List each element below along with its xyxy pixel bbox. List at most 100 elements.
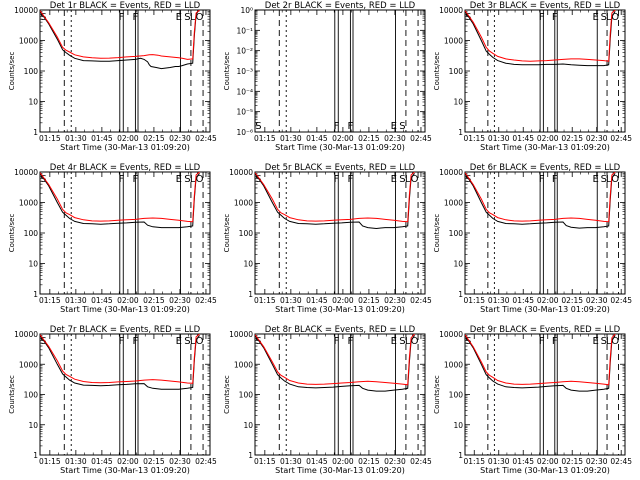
annotation-label: S xyxy=(601,12,607,23)
y-axis-label: Counts/sec xyxy=(223,214,231,253)
y-tick-label: 100 xyxy=(24,229,39,238)
y-tick-label: 100 xyxy=(449,229,464,238)
y-tick-label: 10 xyxy=(28,98,38,107)
lld-series-line xyxy=(40,172,200,223)
y-tick-label: 1 xyxy=(458,128,463,137)
lld-series-line xyxy=(255,172,415,223)
x-tick-label: 02:45 xyxy=(195,457,217,466)
y-tick-label: 10⁻⁶ xyxy=(236,128,253,137)
annotation-label: F xyxy=(133,336,139,347)
plot-frame xyxy=(464,9,626,133)
x-tick-label: 01:45 xyxy=(306,134,328,143)
annotation-label: O xyxy=(411,336,419,347)
x-tick-label: 01:45 xyxy=(512,296,534,305)
annotation-label: L xyxy=(405,174,411,185)
annotation-label: S xyxy=(465,174,471,185)
annotation-label: S xyxy=(184,174,190,185)
annotation-label: L xyxy=(190,174,196,185)
x-tick-label: 02:30 xyxy=(169,457,191,466)
annotation-label: L xyxy=(606,12,612,23)
plot-frame xyxy=(254,9,426,133)
x-tick-label: 01:30 xyxy=(280,296,302,305)
x-tick-label: 01:45 xyxy=(512,457,534,466)
x-tick-label: 02:15 xyxy=(358,457,380,466)
x-tick-label: 01:45 xyxy=(91,134,113,143)
y-axis-label: Counts/sec xyxy=(8,375,16,414)
x-tick-label: 01:45 xyxy=(91,457,113,466)
y-tick-label: 1 xyxy=(458,290,463,299)
y-tick-label: 10000 xyxy=(229,330,253,339)
y-tick-label: 1000 xyxy=(234,360,253,369)
x-axis-label: Start Time (30-Mar-13 01:09:20) xyxy=(275,466,405,475)
annotation-label: O xyxy=(611,174,619,185)
annotation-label: F xyxy=(348,336,354,347)
annotation-label: F xyxy=(119,336,125,347)
plot-frame xyxy=(254,333,426,456)
plot-area xyxy=(40,10,200,70)
x-tick-label: 02:15 xyxy=(143,296,165,305)
y-tick-label: 10 xyxy=(243,421,253,430)
annotation-label: F xyxy=(539,174,545,185)
annotation-label: F xyxy=(552,174,558,185)
annotation-label: S xyxy=(601,336,607,347)
annotation-label: E xyxy=(592,174,598,185)
x-tick-label: 01:30 xyxy=(488,296,510,305)
annotation-label: F xyxy=(334,174,340,185)
x-tick-label: 01:30 xyxy=(488,134,510,143)
plot-area xyxy=(465,172,616,229)
y-axis-label: Counts/sec xyxy=(223,375,231,414)
annotation-label: F xyxy=(539,336,545,347)
annotation-label: F xyxy=(552,336,558,347)
x-tick-label: 01:15 xyxy=(254,134,276,143)
y-tick-label: 10⁻⁴ xyxy=(236,87,253,96)
y-tick-label: 1 xyxy=(33,290,38,299)
x-tick-label: 01:15 xyxy=(39,457,61,466)
annotation-label: F xyxy=(539,12,545,23)
annotation-label: O xyxy=(411,174,419,185)
x-tick-label: 02:00 xyxy=(332,457,354,466)
x-tick-label: 02:30 xyxy=(169,296,191,305)
x-axis-label: Start Time (30-Mar-13 01:09:20) xyxy=(480,305,610,314)
y-tick-label: 1000 xyxy=(444,199,463,208)
y-tick-label: 10 xyxy=(243,260,253,269)
events-series-line xyxy=(40,335,200,390)
y-tick-label: 10 xyxy=(453,421,463,430)
detector-panel-7: Det 7r BLACK = Events, RED = LLD 1 10 100 10… xyxy=(8,325,217,475)
annotation-label: L xyxy=(405,336,411,347)
detector-panel-6: Det 6r BLACK = Events, RED = LLD 1 10 100 10… xyxy=(433,163,632,314)
y-tick-label: 100 xyxy=(239,229,254,238)
y-tick-label: 10⁻² xyxy=(236,47,253,56)
x-tick-label: 02:00 xyxy=(537,457,559,466)
y-tick-label: 100 xyxy=(24,391,39,400)
events-series-line xyxy=(40,10,200,70)
lld-series-line xyxy=(465,172,616,223)
y-tick-label: 1000 xyxy=(19,360,38,369)
annotation-label: F xyxy=(334,336,340,347)
x-tick-label: 02:45 xyxy=(410,296,432,305)
y-tick-label: 1 xyxy=(248,290,253,299)
x-tick-label: 01:30 xyxy=(280,134,302,143)
x-tick-label: 02:30 xyxy=(586,457,608,466)
x-axis-label: Start Time (30-Mar-13 01:09:20) xyxy=(480,466,610,475)
y-tick-label: 10 xyxy=(28,260,38,269)
y-axis-label: Counts/sec xyxy=(223,52,231,91)
x-tick-label: 01:45 xyxy=(306,296,328,305)
plot-area xyxy=(40,334,200,390)
y-tick-label: 1 xyxy=(33,451,38,460)
x-tick-label: 01:15 xyxy=(463,457,485,466)
annotation-label: S xyxy=(255,336,261,347)
x-axis-label: Start Time (30-Mar-13 01:09:20) xyxy=(275,305,405,314)
annotation-label: S xyxy=(255,174,261,185)
x-tick-label: 02:45 xyxy=(195,134,217,143)
annotation-label: L xyxy=(190,12,196,23)
annotation-label: F xyxy=(552,12,558,23)
y-tick-label: 10⁻¹ xyxy=(236,26,253,35)
x-tick-label: 02:15 xyxy=(561,134,583,143)
x-tick-label: 02:00 xyxy=(117,296,139,305)
panel-title: Det 3r BLACK = Events, RED = LLD xyxy=(470,1,621,11)
events-series-line xyxy=(255,335,416,392)
y-axis-label: Counts/sec xyxy=(8,214,16,253)
x-axis-label: Start Time (30-Mar-13 01:09:20) xyxy=(60,305,190,314)
x-tick-label: 02:45 xyxy=(610,457,632,466)
